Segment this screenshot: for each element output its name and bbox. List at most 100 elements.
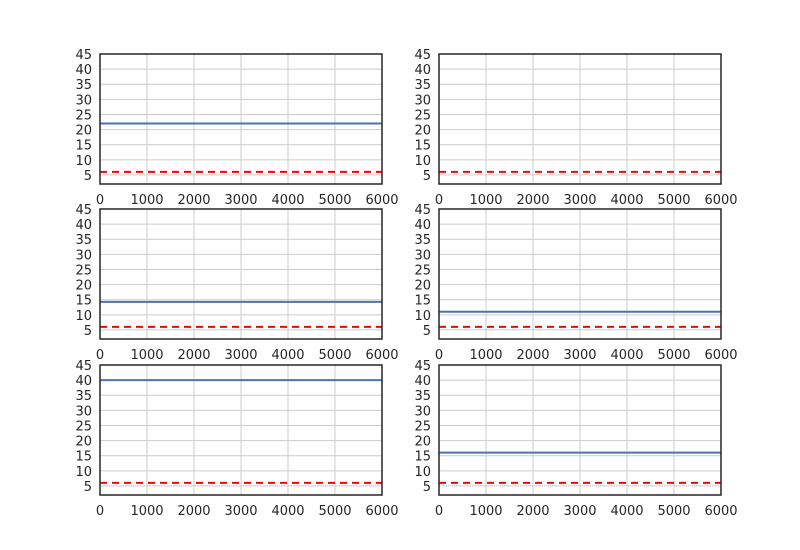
y-tick-label: 30 xyxy=(414,93,431,108)
axes-frame xyxy=(99,53,383,185)
y-tick-label: 25 xyxy=(414,419,431,434)
y-tick-label: 45 xyxy=(75,359,92,374)
y-tick-label: 35 xyxy=(75,389,92,404)
y-tick-label: 15 xyxy=(414,139,431,154)
y-tick-label: 10 xyxy=(414,154,431,169)
x-tick-label: 4000 xyxy=(610,348,643,363)
x-tick-label: 6000 xyxy=(365,504,398,519)
axes-frame xyxy=(438,53,722,185)
y-tick-label: 5 xyxy=(423,324,431,339)
x-tick-label: 6000 xyxy=(365,348,398,363)
x-tick-label: 3000 xyxy=(563,348,596,363)
axes-frame xyxy=(438,208,722,340)
y-tick-label: 25 xyxy=(414,263,431,278)
y-tick-label: 40 xyxy=(414,374,431,389)
y-tick-label: 30 xyxy=(414,248,431,263)
x-tick-label: 2000 xyxy=(177,504,210,519)
axes-frame xyxy=(438,364,722,496)
y-tick-label: 35 xyxy=(414,389,431,404)
y-tick-label: 5 xyxy=(423,169,431,184)
y-tick-label: 20 xyxy=(75,279,92,294)
x-tick-label: 2000 xyxy=(177,193,210,208)
x-tick-label: 0 xyxy=(435,504,443,519)
x-tick-label: 6000 xyxy=(704,504,737,519)
y-tick-label: 30 xyxy=(75,404,92,419)
y-tick-label: 20 xyxy=(75,435,92,450)
y-tick-label: 45 xyxy=(414,203,431,218)
y-tick-label: 10 xyxy=(75,154,92,169)
y-tick-label: 30 xyxy=(414,404,431,419)
y-tick-label: 20 xyxy=(414,279,431,294)
x-tick-label: 4000 xyxy=(610,504,643,519)
x-tick-label: 5000 xyxy=(318,348,351,363)
x-tick-label: 6000 xyxy=(704,348,737,363)
x-tick-label: 1000 xyxy=(469,348,502,363)
y-tick-label: 5 xyxy=(84,169,92,184)
x-tick-label: 3000 xyxy=(224,504,257,519)
y-tick-label: 25 xyxy=(75,263,92,278)
y-tick-label: 15 xyxy=(75,450,92,465)
y-tick-label: 10 xyxy=(414,465,431,480)
y-tick-label: 45 xyxy=(414,48,431,63)
y-tick-label: 40 xyxy=(414,218,431,233)
x-tick-label: 5000 xyxy=(657,348,690,363)
x-tick-label: 0 xyxy=(96,504,104,519)
subplot-3: 0 1000 2000 3000 4000 5000 6000 510152025303540… xyxy=(75,203,398,363)
x-tick-label: 0 xyxy=(96,348,104,363)
y-tick-label: 35 xyxy=(75,78,92,93)
x-tick-label: 3000 xyxy=(224,193,257,208)
x-tick-label: 0 xyxy=(96,193,104,208)
x-tick-label: 3000 xyxy=(224,348,257,363)
y-tick-label: 30 xyxy=(75,248,92,263)
y-tick-label: 35 xyxy=(414,233,431,248)
x-tick-label: 3000 xyxy=(563,193,596,208)
x-tick-label: 1000 xyxy=(469,193,502,208)
x-tick-label: 2000 xyxy=(516,348,549,363)
x-tick-label: 5000 xyxy=(657,193,690,208)
y-tick-label: 25 xyxy=(414,108,431,123)
x-tick-label: 5000 xyxy=(318,193,351,208)
y-tick-label: 45 xyxy=(414,359,431,374)
x-tick-label: 6000 xyxy=(365,193,398,208)
x-tick-label: 1000 xyxy=(130,348,163,363)
x-tick-label: 1000 xyxy=(130,193,163,208)
x-tick-label: 6000 xyxy=(704,193,737,208)
x-tick-label: 1000 xyxy=(469,504,502,519)
y-tick-label: 5 xyxy=(423,480,431,495)
y-tick-label: 5 xyxy=(84,324,92,339)
y-tick-label: 25 xyxy=(75,419,92,434)
subplot-5: 0 1000 2000 3000 4000 5000 6000 510152025303540… xyxy=(75,359,398,519)
y-tick-label: 25 xyxy=(75,108,92,123)
y-tick-label: 40 xyxy=(75,63,92,78)
x-tick-label: 1000 xyxy=(130,504,163,519)
subplot-4: 0 1000 2000 3000 4000 5000 6000 510152025303540… xyxy=(414,203,737,363)
subplot-2: 0 1000 2000 3000 4000 5000 6000 510152025303540… xyxy=(414,48,737,208)
x-tick-label: 4000 xyxy=(610,193,643,208)
x-tick-label: 0 xyxy=(435,193,443,208)
y-tick-label: 10 xyxy=(75,309,92,324)
y-tick-label: 15 xyxy=(75,294,92,309)
x-tick-label: 4000 xyxy=(271,504,304,519)
x-tick-label: 5000 xyxy=(318,504,351,519)
y-tick-label: 40 xyxy=(75,218,92,233)
x-tick-label: 2000 xyxy=(516,193,549,208)
y-tick-label: 15 xyxy=(75,139,92,154)
subplot-1: 0 1000 2000 3000 4000 5000 6000 510152025303540… xyxy=(75,48,398,208)
y-tick-label: 30 xyxy=(75,93,92,108)
y-tick-label: 10 xyxy=(75,465,92,480)
y-tick-label: 20 xyxy=(414,435,431,450)
x-tick-label: 5000 xyxy=(657,504,690,519)
x-tick-label: 2000 xyxy=(177,348,210,363)
x-tick-label: 4000 xyxy=(271,193,304,208)
y-tick-label: 15 xyxy=(414,294,431,309)
y-tick-label: 40 xyxy=(414,63,431,78)
y-tick-label: 45 xyxy=(75,203,92,218)
y-tick-label: 15 xyxy=(414,450,431,465)
x-tick-label: 4000 xyxy=(271,348,304,363)
y-tick-label: 40 xyxy=(75,374,92,389)
x-tick-label: 2000 xyxy=(516,504,549,519)
y-tick-label: 10 xyxy=(414,309,431,324)
y-tick-label: 45 xyxy=(75,48,92,63)
y-tick-label: 20 xyxy=(414,124,431,139)
